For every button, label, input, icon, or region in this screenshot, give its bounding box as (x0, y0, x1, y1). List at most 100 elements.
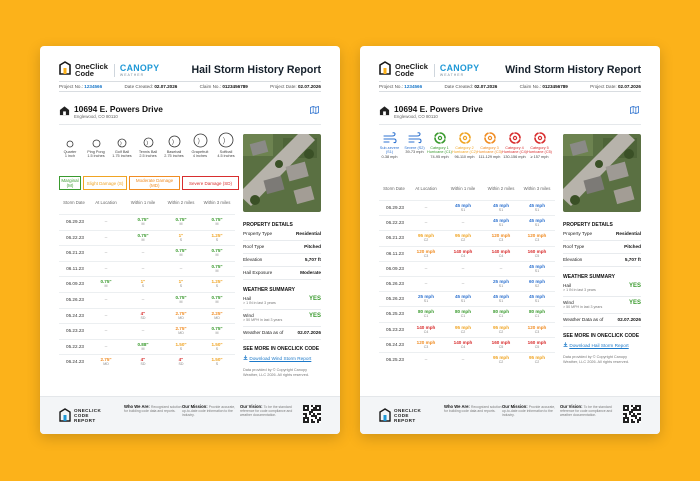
storm-date: 05.26.23 (66, 297, 84, 302)
hail-size-icon (57, 140, 83, 148)
storm-value: 45 mph S1 (528, 263, 546, 273)
report-header: OneClick Code CANOPY WEATHER Wind Storm Hist… (379, 59, 641, 81)
storm-value: 45 mph S1 (528, 294, 546, 304)
footer-column: Our Mission: Provide accurate, up-to-dat… (182, 404, 236, 418)
storm-value: 95 mph C2 (528, 355, 546, 364)
storm-value: 80 mph C1 (528, 309, 546, 319)
storm-value: 1.50" S (211, 341, 223, 351)
hail-size-item: Ping Pong 1.5 inches (83, 139, 109, 159)
storm-value: – (104, 219, 108, 224)
storm-value: 45 mph S1 (528, 203, 546, 212)
detail-row: Property Type Residential (563, 228, 641, 241)
table-row[interactable]: 06.22.23 – 0.75" M 1" S 1.25" S (59, 229, 235, 246)
storm-value: 60 mph S2 (528, 279, 546, 288)
table-header: Within 2 miles (487, 186, 515, 191)
storm-value: 80 mph C1 (417, 309, 435, 319)
wind-report-page: OneClick Code CANOPY WEATHER Wind Storm Hist… (360, 46, 660, 434)
storm-value: 2.25" MD (211, 310, 223, 320)
hail-size-icon (135, 137, 161, 148)
table-row[interactable]: 06.25.23 – – 95 mph C2 95 mph C2 (379, 352, 555, 367)
table-row[interactable]: 05.26.23 – – 25 mph S1 60 mph S2 (379, 276, 555, 291)
table-row[interactable]: 05.25.23 80 mph C1 80 mph C1 80 mph C1 80 mph C1 (379, 306, 555, 321)
storm-value: 0.75" M (100, 279, 112, 289)
legend-item: Severe Damage (SD) (182, 176, 239, 190)
table-row[interactable]: 06.11.23 – – – 0.75" M (59, 260, 235, 277)
table-row[interactable]: 06.21.23 – – 0.75" M 0.75" M (59, 245, 235, 261)
table-row[interactable]: 06.29.23 – 0.75" M 0.75" M 0.75" M (59, 214, 235, 230)
table-row[interactable]: 06.24.23 120 mph C3 140 mph C4 160 mph C5 160 m… (379, 336, 555, 352)
summary-row: Wind > 50 MPH in last 3 years YES (563, 297, 641, 314)
project-no-field[interactable]: Project No.: 1234566 (59, 84, 103, 89)
storm-date: 06.11.23 (66, 265, 84, 271)
wind-category-name: Severe (S2) (404, 146, 425, 150)
report-meta: Project No.: 1234566 Date Created: 02.07.… (379, 81, 641, 92)
table-row[interactable]: 06.29.23 – 45 mph S1 45 mph S1 45 mph S1 (379, 200, 555, 215)
table-row[interactable]: 05.23.23 140 mph C4 95 mph C2 95 mph C2 120 mph… (379, 321, 555, 337)
storm-value: – (179, 265, 183, 271)
storm-date: 06.21.23 (386, 235, 404, 241)
storm-value: – (104, 234, 108, 240)
footer-logo-icon (59, 408, 74, 423)
wind-category-name: Category 3 Hurricane (C3) (477, 146, 502, 155)
wind-category-item: Severe (S2) 39-73 mph (402, 132, 427, 155)
project-no-field[interactable]: Project No.: 1234566 (379, 84, 423, 89)
storm-value: 160 mph C5 (527, 248, 547, 258)
wind-category-name: Category 2 Hurricane (C2) (452, 146, 477, 155)
oneclick-logo: OneClick Code (59, 60, 108, 80)
table-row[interactable]: 06.09.23 – – – 45 mph S1 (379, 260, 555, 276)
footer-column: Our Vision: To be the standard reference… (240, 404, 293, 418)
hail-size-value: 2.5 inches (139, 154, 157, 159)
hail-size-name: Baseball (166, 150, 182, 154)
table-row[interactable]: 05.23.23 – – 2.75" MD 0.75" M (59, 323, 235, 339)
table-row[interactable]: 05.26.23 25 mph S1 45 mph S1 45 mph S1 45 mph S1 (379, 291, 555, 306)
storm-value: 120 mph C3 (527, 233, 547, 243)
storm-value: 25 mph S1 (417, 294, 435, 304)
wind-category-icon (477, 132, 502, 144)
table-row[interactable]: 05.22.23 – 0.88" M 1.50" S 1.50" S (59, 338, 235, 355)
storm-date: 06.21.23 (66, 250, 84, 256)
project-no-value[interactable]: 1234566 (404, 84, 423, 89)
storm-value: 0.75" M (211, 217, 223, 226)
table-row[interactable]: 06.21.23 95 mph C2 95 mph C2 120 mph C3 120 mph… (379, 230, 555, 245)
footer-logo: ONECLICK CODE REPORT (379, 408, 421, 423)
date-created-field: Date Created: 02.07.2026 (444, 84, 498, 89)
table-row[interactable]: 06.09.23 0.75" M 1" S 1" S 1.25" S (59, 276, 235, 292)
wind-category-item: Category 3 Hurricane (C3) 111-129 mph (477, 132, 502, 159)
storm-value: 0.75" M (175, 248, 187, 258)
date-created-field: Date Created: 02.07.2026 (124, 84, 178, 89)
summary-yes: YES (628, 300, 641, 306)
canopy-name: CANOPY (439, 62, 480, 73)
storm-value: 45 mph S1 (492, 294, 510, 304)
wind-category-item: Category 1 Hurricane (C1) 74-95 mph (427, 132, 452, 159)
storm-date: 05.24.23 (66, 312, 84, 318)
storm-value: 4" SD (178, 357, 184, 367)
report-header: OneClick Code CANOPY WEATHER Hail Storm Hist… (59, 59, 321, 81)
hail-size-name: Golf Ball (114, 150, 130, 154)
property-details-title: PROPERTY DETAILS (563, 222, 613, 228)
storm-value: 45 mph S1 (454, 203, 472, 212)
table-row[interactable]: 05.26.23 – – 0.75" M 0.75" M (59, 292, 235, 308)
project-no-value[interactable]: 1234566 (84, 84, 103, 89)
download-link[interactable]: Download Wind Storm Report (243, 355, 321, 361)
storm-value: – (104, 250, 108, 256)
detail-row: Property Type Residential (243, 228, 321, 241)
storm-value: 0.88" M (137, 341, 149, 351)
summary-row: Hail > 1 IN in last 3 years YES (243, 293, 321, 310)
property-address: 10694 E. Powers Drive (74, 104, 163, 114)
storm-value: 45 mph S1 (492, 203, 510, 212)
hail-size-icon (213, 132, 239, 148)
hail-size-value: 4 inches (192, 154, 208, 159)
download-link[interactable]: Download Hail Storm Report (563, 342, 641, 348)
table-row[interactable]: 06.11.23 120 mph C3 140 mph C4 140 mph C4 160 m… (379, 245, 555, 261)
hail-size-name: Softball (219, 150, 233, 154)
aerial-photo (563, 134, 641, 212)
project-date-value: 02.07.2026 (617, 84, 641, 89)
storm-value: 140 mph C4 (453, 248, 473, 258)
storm-value: – (141, 265, 145, 271)
wind-category-icon (502, 132, 527, 144)
storm-value: 160 mph C5 (491, 339, 511, 349)
table-row[interactable]: 05.24.23 – 4" SD 2.75" MD 2.25" MD (59, 307, 235, 324)
hail-report-page: OneClick Code CANOPY WEATHER Hail Storm Hist… (40, 46, 340, 434)
table-row[interactable]: 06.22.23 – – 45 mph S1 45 mph S1 (379, 215, 555, 230)
table-row[interactable]: 06.24.23 2.75" MD 4" SD 4" SD 1.50" S (59, 354, 235, 370)
